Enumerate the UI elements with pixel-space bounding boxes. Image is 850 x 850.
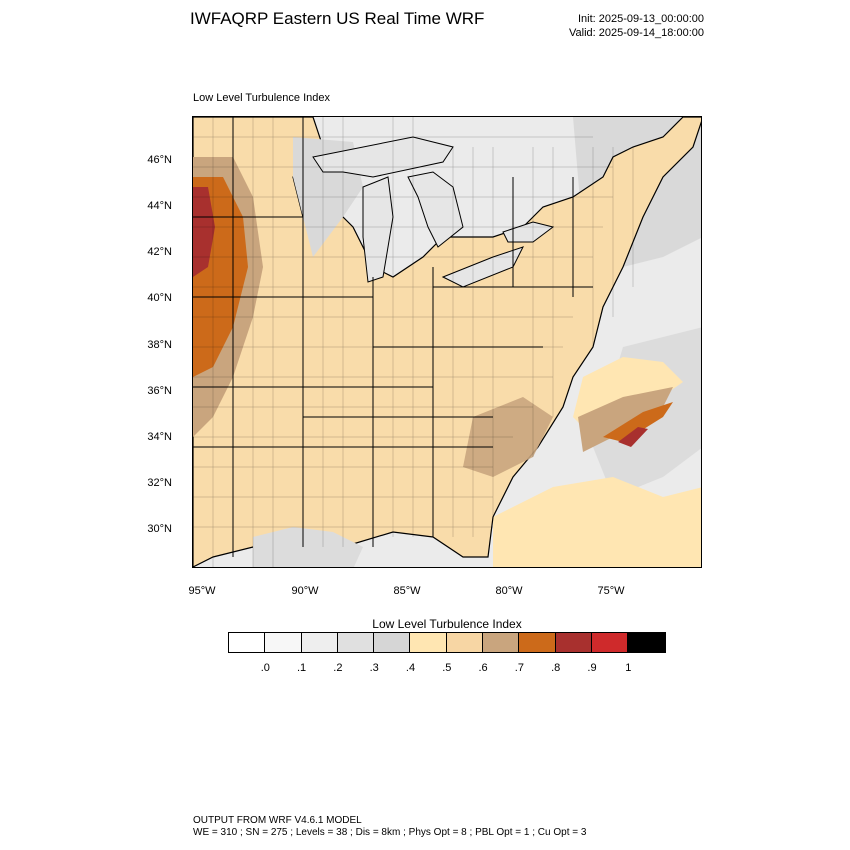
atlantic-tan <box>578 387 673 452</box>
lon-label: 85°W <box>393 585 421 597</box>
colorbar-label: .4 <box>405 662 416 674</box>
colorbar-label: .9 <box>587 662 597 674</box>
lat-label: 44°N <box>147 200 172 212</box>
colorbar-swatch <box>337 633 375 652</box>
colorbar-label: .2 <box>333 662 343 674</box>
colorbar-label: 1 <box>625 662 632 674</box>
colorbar <box>228 632 666 653</box>
colorbar-swatch <box>555 633 592 652</box>
lake-michigan <box>362 176 394 283</box>
colorbar-swatch <box>446 633 484 652</box>
colorbar-label: .7 <box>514 662 524 674</box>
footer-config-line: WE = 310 ; SN = 275 ; Levels = 38 ; Dis … <box>193 827 587 838</box>
colorbar-label: .5 <box>442 662 452 674</box>
colorbar-swatch <box>374 633 411 652</box>
lon-label: 95°W <box>188 585 216 597</box>
lat-label: 34°N <box>147 431 172 443</box>
lon-label: 75°W <box>597 585 625 597</box>
lat-label: 46°N <box>147 154 172 166</box>
colorbar-label: .8 <box>551 662 561 674</box>
map-canvas <box>193 117 701 567</box>
turbulence-map <box>192 116 702 568</box>
lon-label: 90°W <box>291 585 319 597</box>
footer-model-line: OUTPUT FROM WRF V4.6.1 MODEL <box>193 815 362 826</box>
lon-label: 80°W <box>495 585 523 597</box>
lat-label: 38°N <box>147 339 172 351</box>
west-red-band <box>193 187 215 277</box>
lat-label: 36°N <box>147 385 172 397</box>
colorbar-label: .6 <box>478 662 488 674</box>
atlantic-red <box>618 427 648 447</box>
colorbar-swatch <box>301 633 338 652</box>
lake-superior <box>312 136 454 178</box>
lat-label: 32°N <box>147 477 172 489</box>
colorbar-label: .1 <box>297 662 307 674</box>
atlantic-orange <box>603 402 673 442</box>
lat-label: 30°N <box>147 523 172 535</box>
colorbar-label: .3 <box>369 662 379 674</box>
colorbar-swatch <box>410 633 447 652</box>
county-grid <box>193 117 634 567</box>
lake-huron <box>407 171 464 248</box>
lake-ontario <box>502 221 555 243</box>
colorbar-swatch <box>265 633 302 652</box>
lat-label: 42°N <box>147 246 172 258</box>
colorbar-swatch <box>628 633 665 652</box>
gulf-gray <box>253 527 363 567</box>
colorbar-swatch <box>483 633 520 652</box>
valid-time: Valid: 2025-09-14_18:00:00 <box>569 27 704 39</box>
colorbar-label: .0 <box>260 662 270 674</box>
state-boundaries <box>193 117 593 557</box>
panel-subtitle: Low Level Turbulence Index <box>193 92 330 104</box>
init-time: Init: 2025-09-13_00:00:00 <box>578 13 704 25</box>
colorbar-title: Low Level Turbulence Index <box>372 617 522 631</box>
lat-label: 40°N <box>147 292 172 304</box>
lake-erie <box>441 246 524 288</box>
colorbar-swatch <box>519 633 556 652</box>
atlantic-light <box>493 477 701 567</box>
colorbar-swatch <box>229 633 266 652</box>
colorbar-swatch <box>591 633 629 652</box>
page-title: IWFAQRP Eastern US Real Time WRF <box>190 9 485 28</box>
